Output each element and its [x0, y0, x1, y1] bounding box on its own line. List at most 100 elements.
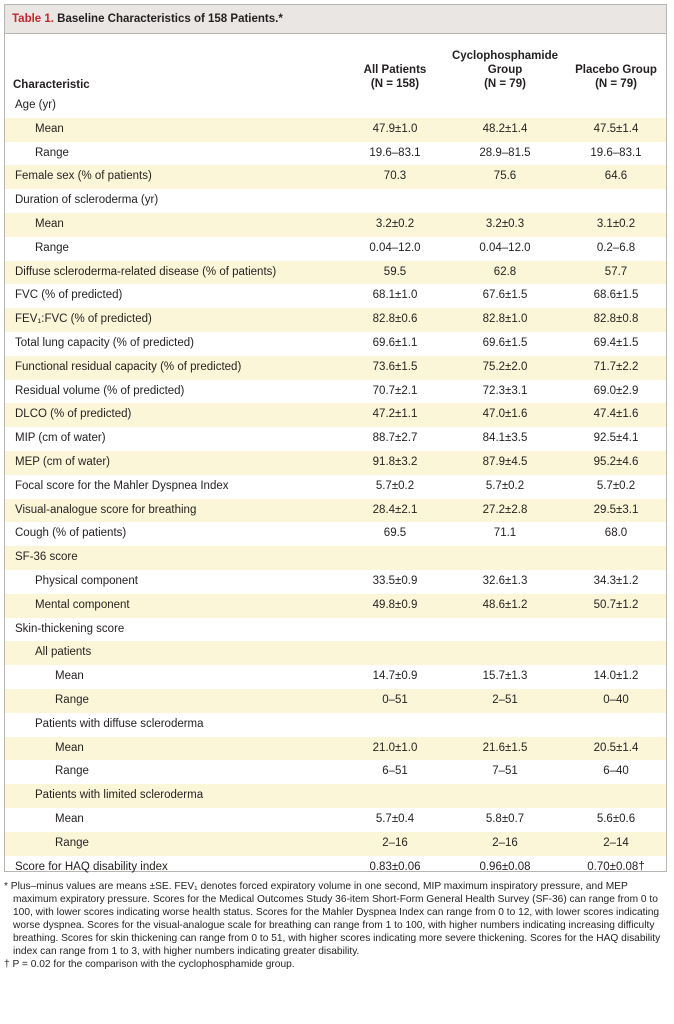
value-placebo: 0.70±0.08†: [587, 860, 645, 873]
table-row: Score for HAQ disability index 0.83±0.06 0…: [5, 856, 666, 880]
table-title: Baseline Characteristics of 158 Patients…: [57, 13, 283, 25]
table-box: Table 1. Baseline Characteristics of 158…: [4, 4, 667, 873]
value-cyclophosphamide: 28.9–81.5: [479, 146, 531, 159]
row-label: Physical component: [35, 574, 138, 587]
row-label: MIP (cm of water): [15, 432, 106, 445]
value-all: 49.8±0.9: [372, 598, 418, 611]
value-placebo: 5.6±0.6: [596, 812, 636, 825]
table-row: MEP (cm of water) 91.8±3.2 87.9±4.5 95.2±4.…: [5, 450, 666, 475]
value-placebo: 50.7±1.2: [593, 598, 639, 611]
value-cyclophosphamide: 84.1±3.5: [482, 432, 528, 445]
row-label: Range: [55, 693, 89, 706]
value-all: 19.6–83.1: [369, 146, 421, 159]
row-label: FVC (% of predicted): [15, 289, 123, 302]
table-row: Mean 5.7±0.4 5.8±0.7 5.6±0.6: [5, 808, 666, 832]
value-cyclophosphamide: 3.2±0.3: [485, 217, 525, 230]
row-label: Focal score for the Mahler Dyspnea Index: [15, 479, 229, 492]
value-cyclophosphamide: 0.04–12.0: [479, 241, 531, 254]
row-label: Age (yr): [15, 99, 56, 111]
table-row: Female sex (% of patients) 70.3 75.6 64.6: [5, 165, 666, 190]
value-cyclophosphamide: 75.2±2.0: [482, 360, 528, 373]
value-all: 69.6±1.1: [372, 336, 418, 349]
table-title-bar: Table 1. Baseline Characteristics of 158…: [5, 5, 666, 34]
table-row: SF-36 score: [5, 546, 666, 570]
value-cyclophosphamide: 27.2±2.8: [482, 503, 528, 516]
value-cyclophosphamide: 2–16: [492, 836, 518, 849]
row-label: Duration of scleroderma (yr): [15, 194, 159, 207]
value-all: 0.83±0.06: [369, 860, 421, 873]
value-all: 59.5: [383, 265, 407, 278]
value-placebo: 82.8±0.8: [593, 313, 639, 326]
table-row: All patients: [5, 641, 666, 666]
row-label: DLCO (% of predicted): [15, 408, 132, 421]
value-cyclophosphamide: 67.6±1.5: [482, 289, 528, 302]
value-placebo: 3.1±0.2: [596, 217, 636, 230]
table-row: FVC (% of predicted) 68.1±1.0 67.6±1.5 68.6…: [5, 284, 666, 308]
footnote-asterisk: * Plus–minus values are means ±SE. FEV₁ …: [4, 881, 661, 957]
value-all: 47.9±1.0: [372, 122, 418, 135]
value-all: 21.0±1.0: [372, 741, 418, 754]
table-row: Mental component 49.8±0.9 48.6±1.2 50.7±1.2: [5, 593, 666, 618]
row-label: Patients with diffuse scleroderma: [35, 717, 204, 730]
header-all-patients: All Patients (N = 158): [345, 63, 445, 91]
value-all: 70.7±2.1: [372, 384, 418, 397]
row-label: Mean: [55, 812, 84, 825]
table-row: DLCO (% of predicted) 47.2±1.1 47.0±1.6 47.…: [5, 403, 666, 428]
table-row: Functional residual capacity (% of predi…: [5, 355, 666, 380]
row-label: Range: [55, 765, 89, 778]
value-cyclophosphamide: 5.8±0.7: [485, 812, 525, 825]
row-label: Diffuse scleroderma-related disease (% o…: [15, 265, 277, 278]
value-cyclophosphamide: 32.6±1.3: [482, 574, 528, 587]
table-row: Range 0–51 2–51 0–40: [5, 688, 666, 713]
value-placebo: 0–40: [603, 693, 629, 706]
table-row: Range 2–16 2–16 2–14: [5, 831, 666, 856]
value-cyclophosphamide: 72.3±3.1: [482, 384, 528, 397]
table-row: FEV₁:FVC (% of predicted) 82.8±0.6 82.8±1.…: [5, 308, 666, 332]
table-row: Mean 14.7±0.9 15.7±1.3 14.0±1.2: [5, 665, 666, 689]
row-label: Skin-thickening score: [15, 622, 125, 635]
table-row: Age (yr): [5, 94, 666, 118]
row-label: Mental component: [35, 598, 130, 611]
table-row: Residual volume (% of predicted) 70.7±2.1…: [5, 380, 666, 404]
value-placebo: 64.6: [604, 170, 628, 183]
table-row: Mean 21.0±1.0 21.6±1.5 20.5±1.4: [5, 736, 666, 761]
value-all: 33.5±0.9: [372, 574, 418, 587]
value-cyclophosphamide: 48.2±1.4: [482, 122, 528, 135]
value-cyclophosphamide: 7–51: [492, 765, 518, 778]
value-placebo: 20.5±1.4: [593, 741, 639, 754]
header-cyclophosphamide: Cyclophosphamide Group (N = 79): [435, 49, 575, 91]
value-placebo: 5.7±0.2: [596, 479, 636, 492]
table-row: Diffuse scleroderma-related disease (% o…: [5, 260, 666, 285]
value-all: 47.2±1.1: [372, 408, 418, 421]
value-cyclophosphamide: 48.6±1.2: [482, 598, 528, 611]
header-placebo-line: Placebo Group: [575, 64, 657, 76]
value-all: 2–16: [382, 836, 408, 849]
value-all: 6–51: [382, 765, 408, 778]
table-row: Range 19.6–83.1 28.9–81.5 19.6–83.1: [5, 142, 666, 166]
row-label: Mean: [35, 122, 64, 135]
value-cyclophosphamide: 75.6: [493, 170, 517, 183]
table-body: Age (yr) Mean 47.9±1.0 48.2±1.4 47.5±1.4 Rang…: [5, 94, 666, 879]
value-all: 0.04–12.0: [369, 241, 421, 254]
value-placebo: 47.5±1.4: [593, 122, 639, 135]
value-placebo: 47.4±1.6: [593, 408, 639, 421]
header-characteristic: Characteristic: [13, 79, 90, 91]
value-placebo: 14.0±1.2: [593, 670, 639, 683]
value-placebo: 95.2±4.6: [593, 455, 639, 468]
table-label: Table 1.: [12, 13, 54, 25]
value-cyclophosphamide: 0.96±0.08: [479, 860, 531, 873]
row-label: SF-36 score: [15, 551, 78, 564]
row-label: Mean: [55, 670, 84, 683]
table-row: Patients with diffuse scleroderma: [5, 713, 666, 737]
value-placebo: 71.7±2.2: [593, 360, 639, 373]
value-placebo: 92.5±4.1: [593, 432, 639, 445]
table-header: Characteristic All Patients (N = 158) Cy…: [5, 34, 666, 93]
table-row: Physical component 33.5±0.9 32.6±1.3 34.3±1…: [5, 570, 666, 594]
value-placebo: 68.0: [604, 527, 628, 540]
value-all: 14.7±0.9: [372, 670, 418, 683]
row-label: Mean: [55, 741, 84, 754]
header-cyc-line: Cyclophosphamide: [451, 50, 559, 62]
row-label: Total lung capacity (% of predicted): [15, 336, 194, 349]
value-placebo: 6–40: [603, 765, 629, 778]
table-row: Focal score for the Mahler Dyspnea Index…: [5, 475, 666, 499]
